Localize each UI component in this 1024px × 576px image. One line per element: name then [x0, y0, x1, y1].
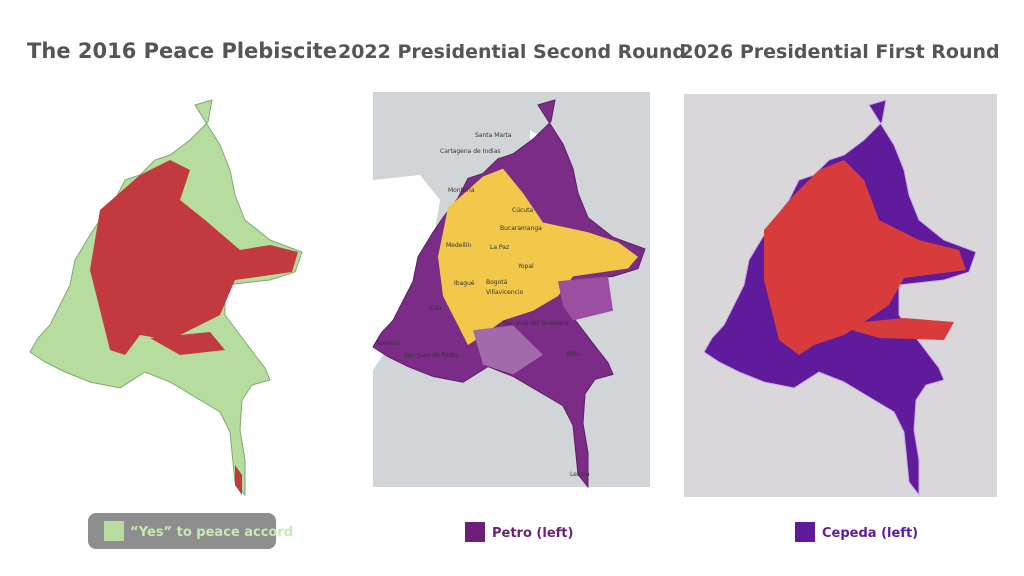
place-label: Cali	[430, 305, 442, 312]
panel-title: 2022 Presidential Second Round	[338, 41, 686, 63]
legend-swatch	[795, 522, 815, 542]
place-labels: Santa Marta Cartagena de Indias Montería Cú…	[375, 132, 590, 478]
place-label: Bucaramanga	[500, 225, 542, 232]
place-label: Montería	[448, 187, 475, 194]
place-label: Ibagué	[454, 280, 475, 287]
map	[372, 99, 646, 488]
place-label: Villavicencio	[486, 289, 524, 296]
panel-title: The 2016 Peace Plebiscite	[27, 39, 337, 63]
place-label: San José del Guaviare	[503, 320, 569, 327]
legend-swatch	[465, 522, 485, 542]
legend-box	[88, 513, 276, 549]
place-label: San Juan de Pasto	[404, 352, 458, 359]
place-label: Leticia	[570, 471, 590, 478]
legend-label: “Yes” to peace accord	[130, 525, 293, 540]
place-label: Tumaco	[375, 340, 399, 347]
place-label: Yopal	[517, 263, 534, 270]
place-label: Cúcuta	[512, 207, 533, 214]
legend-label: Cepeda (left)	[822, 526, 918, 541]
place-label: Medellín	[446, 242, 471, 249]
place-label: Mitú	[567, 351, 580, 358]
place-label: La Paz	[490, 244, 509, 251]
place-label: Cartagena de Indias	[440, 148, 501, 155]
panel-title: 2026 Presidential First Round	[680, 41, 999, 63]
legend-swatch	[104, 521, 124, 541]
place-label: Bogotá	[486, 279, 508, 286]
sea	[373, 175, 440, 370]
map	[703, 99, 977, 496]
legend-label: Petro (left)	[492, 526, 573, 541]
place-label: Santa Marta	[475, 132, 512, 139]
map	[29, 99, 303, 496]
